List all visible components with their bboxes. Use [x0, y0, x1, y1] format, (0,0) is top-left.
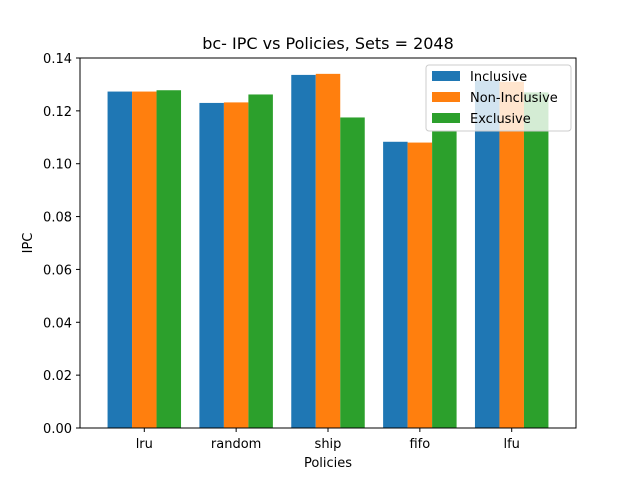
y-tick-label: 0.04: [43, 316, 72, 331]
x-tick-label: lfu: [503, 437, 519, 452]
legend: Inclusive Non-Inclusive Exclusive: [425, 64, 572, 132]
bar-ship-inclusive: [291, 74, 316, 428]
legend-box: [425, 64, 572, 132]
bar-fifo-inclusive: [383, 141, 408, 428]
bar-ship-non-inclusive: [315, 73, 341, 429]
bar-ship-exclusive: [340, 117, 365, 429]
bar-lru-exclusive: [156, 90, 182, 429]
legend-swatch: [432, 92, 460, 102]
y-tick-label: 0.10: [43, 158, 72, 173]
bar-lru-non-inclusive: [132, 91, 157, 428]
x-axis: lru random ship fifo lfu: [136, 428, 520, 452]
y-tick-label: 0.00: [43, 422, 72, 437]
bar-lru-inclusive: [107, 91, 133, 428]
y-tick-label: 0.02: [43, 369, 72, 384]
bar-lfu-non-inclusive: [499, 81, 524, 428]
y-axis: 0.00 0.02 0.04 0.06 0.08 0.10 0.12 0.14: [43, 52, 80, 437]
x-tick-label: fifo: [409, 437, 430, 452]
y-tick-label: 0.06: [43, 263, 72, 278]
x-tick-label: lru: [136, 437, 153, 452]
legend-label: Exclusive: [470, 112, 531, 127]
legend-swatch: [432, 113, 460, 123]
bar-random-inclusive: [199, 102, 224, 429]
x-axis-label: Policies: [304, 456, 352, 471]
y-tick-label: 0.12: [43, 105, 72, 120]
y-axis-label: IPC: [21, 233, 36, 254]
legend-swatch: [432, 71, 460, 81]
legend-label: Inclusive: [470, 70, 527, 85]
x-tick-label: ship: [315, 437, 342, 452]
chart-title: bc- IPC vs Policies, Sets = 2048: [202, 34, 454, 53]
bar-fifo-exclusive: [432, 130, 457, 428]
bars-group: [107, 73, 549, 429]
y-tick-label: 0.14: [43, 52, 72, 67]
bar-random-non-inclusive: [223, 102, 249, 429]
x-tick-label: random: [211, 437, 261, 452]
bar-fifo-non-inclusive: [407, 142, 433, 428]
bar-lfu-exclusive: [523, 92, 549, 429]
legend-label: Non-Inclusive: [470, 91, 558, 106]
y-tick-label: 0.08: [43, 211, 72, 226]
bar-lfu-inclusive: [474, 80, 500, 429]
bar-random-exclusive: [248, 94, 273, 428]
